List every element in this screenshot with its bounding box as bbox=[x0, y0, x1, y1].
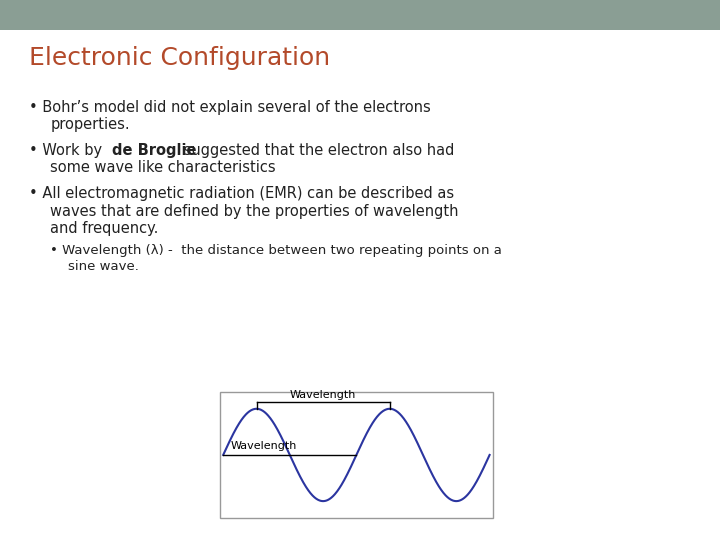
Text: Wavelength: Wavelength bbox=[230, 441, 297, 450]
Text: and frequency.: and frequency. bbox=[50, 221, 159, 236]
Bar bbox=[220, 392, 493, 518]
Text: properties.: properties. bbox=[50, 117, 130, 132]
Text: Electronic Configuration: Electronic Configuration bbox=[29, 46, 330, 70]
Bar bbox=[0, 0, 720, 30]
Text: Wavelength: Wavelength bbox=[290, 390, 356, 400]
Text: suggested that the electron also had: suggested that the electron also had bbox=[179, 143, 454, 158]
Text: sine wave.: sine wave. bbox=[68, 260, 139, 273]
Text: • Work by: • Work by bbox=[29, 143, 107, 158]
Text: some wave like characteristics: some wave like characteristics bbox=[50, 160, 276, 176]
Text: • Bohr’s model did not explain several of the electrons: • Bohr’s model did not explain several o… bbox=[29, 100, 431, 115]
Text: • All electromagnetic radiation (EMR) can be described as: • All electromagnetic radiation (EMR) ca… bbox=[29, 186, 454, 201]
Text: de Broglie: de Broglie bbox=[112, 143, 196, 158]
Text: • Wavelength (λ) -  the distance between two repeating points on a: • Wavelength (λ) - the distance between … bbox=[50, 244, 503, 257]
Text: waves that are defined by the properties of wavelength: waves that are defined by the properties… bbox=[50, 204, 459, 219]
